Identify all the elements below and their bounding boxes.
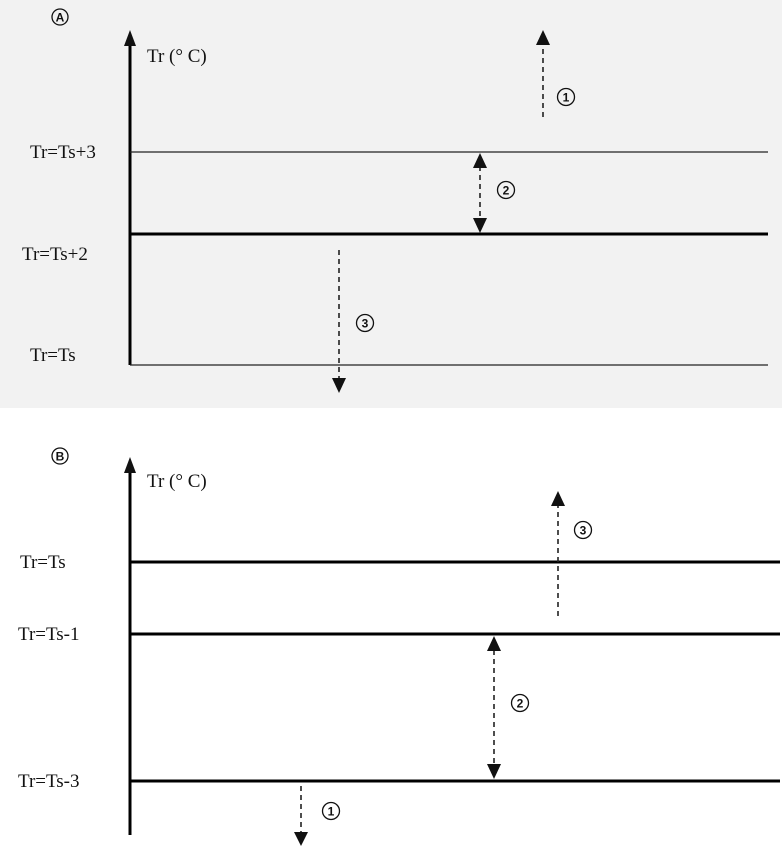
panel-a-arrow-3-number: 3: [362, 317, 369, 331]
panel-a-letter: A: [56, 11, 65, 25]
panel-a-arrow-2-head-down: [473, 218, 487, 233]
panel-a-arrow-3-head: [332, 378, 346, 393]
panel-b-arrow-2-marker-circle: [510, 693, 530, 713]
panel-b-arrow-1: 1: [294, 786, 341, 846]
panel-b: B Tr (° C) Tr=Ts Tr=Ts-1 Tr=Ts-3 3 2: [18, 447, 780, 846]
panel-b-arrow-3-marker-circle: [573, 520, 593, 540]
panel-b-level-label-bottom: Tr=Ts-3: [18, 771, 79, 792]
panel-a-arrow-2: 2: [473, 153, 516, 233]
panel-a-arrow-1: 1: [536, 30, 576, 117]
panel-a-marker-circle: [51, 8, 69, 26]
panel-a-arrow-1-head: [536, 30, 550, 45]
panel-b-arrow-3: 3: [551, 491, 593, 616]
panel-b-arrow-2: 2: [487, 636, 530, 779]
panel-a-arrow-1-number: 1: [563, 91, 570, 105]
panel-a: A Tr (° C) Tr=Ts+3 Tr=Ts+2 Tr=Ts 1 2: [0, 0, 782, 408]
panel-a-y-axis-arrowhead: [124, 30, 136, 46]
panel-b-y-axis-arrowhead: [124, 457, 136, 473]
panel-b-marker-circle: [51, 447, 69, 465]
panel-a-level-label-top: Tr=Ts+3: [30, 142, 96, 163]
panel-b-arrow-2-number: 2: [517, 697, 524, 711]
panel-a-arrow-1-marker-circle: [556, 87, 576, 107]
panel-b-level-label-mid: Tr=Ts-1: [18, 624, 79, 645]
panel-a-axis-label: Tr (° C): [147, 46, 207, 67]
panel-a-arrow-3-marker-circle: [355, 313, 375, 333]
panel-a-arrow-3: 3: [332, 250, 375, 393]
panel-b-arrow-1-marker-circle: [321, 801, 341, 821]
panel-a-marker: A: [51, 8, 69, 26]
panel-a-level-label-mid: Tr=Ts+2: [22, 244, 88, 265]
panel-b-arrow-3-number: 3: [580, 524, 587, 538]
panel-b-arrow-2-head-down: [487, 764, 501, 779]
panel-b-level-label-top: Tr=Ts: [20, 552, 66, 573]
panel-b-letter: B: [56, 450, 65, 464]
panel-b-marker: B: [51, 447, 69, 465]
panel-b-arrow-2-head-up: [487, 636, 501, 651]
panel-b-arrow-3-head: [551, 491, 565, 506]
panel-b-arrow-1-head: [294, 832, 308, 846]
panel-a-arrow-2-head-up: [473, 153, 487, 168]
panel-a-level-label-bottom: Tr=Ts: [30, 345, 76, 366]
panel-a-arrow-2-marker-circle: [496, 180, 516, 200]
panel-a-arrow-2-number: 2: [503, 184, 510, 198]
panel-b-axis-label: Tr (° C): [147, 471, 207, 492]
panel-b-arrow-1-number: 1: [328, 805, 335, 819]
panel-a-background: [0, 0, 782, 408]
